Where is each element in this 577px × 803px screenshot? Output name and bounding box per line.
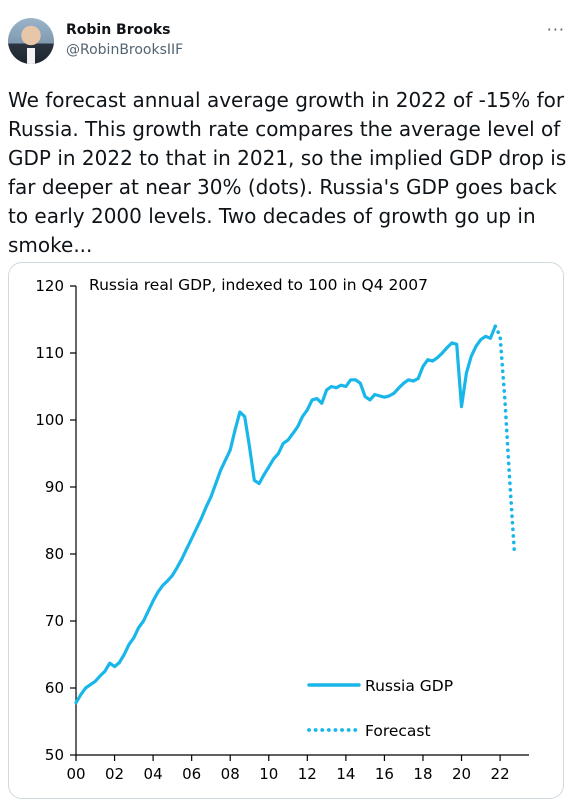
x-tick-label: 04 [144,765,163,783]
tweet-media-chart[interactable]: 50 60 70 80 90 100 110 120 00 02 04 06 08 10 12 14 16 18 2… [8,262,564,799]
avatar[interactable] [8,18,54,64]
gdp-series-line [76,326,495,703]
legend-label: Forecast [365,722,431,740]
y-tick-label: 90 [45,478,64,496]
tweet-text: We forecast annual average growth in 202… [8,86,570,260]
y-tick-label: 120 [35,277,64,295]
x-tick-label: 12 [298,765,317,783]
x-tick-label: 20 [452,765,471,783]
y-tick-label: 60 [45,679,64,697]
y-tick-label: 70 [45,612,64,630]
x-tick-label: 00 [66,765,85,783]
author-name[interactable]: Robin Brooks [66,22,171,38]
x-tick-label: 14 [336,765,355,783]
x-tick-label: 18 [413,765,432,783]
tweet-header: Robin Brooks @RobinBrooksIIF ··· [8,16,569,66]
legend-label: Russia GDP [365,677,453,695]
more-horizontal-icon[interactable]: ··· [547,20,565,39]
gdp-line-chart: 50 60 70 80 90 100 110 120 00 02 04 06 08 10 12 14 16 18 2… [9,263,563,798]
x-tick-label: 16 [375,765,394,783]
x-tick-label: 22 [491,765,510,783]
x-tick-label: 02 [105,765,124,783]
chart-title: Russia real GDP, indexed to 100 in Q4 20… [89,276,428,294]
x-tick-label: 06 [182,765,201,783]
author-handle[interactable]: @RobinBrooksIIF [66,42,183,58]
y-tick-label: 110 [35,344,64,362]
x-tick-label: 08 [221,765,240,783]
forecast-series-line [495,326,514,554]
y-tick-label: 100 [35,411,64,429]
x-tick-label: 10 [259,765,278,783]
y-tick-label: 80 [45,545,64,563]
y-tick-label: 50 [45,746,64,764]
